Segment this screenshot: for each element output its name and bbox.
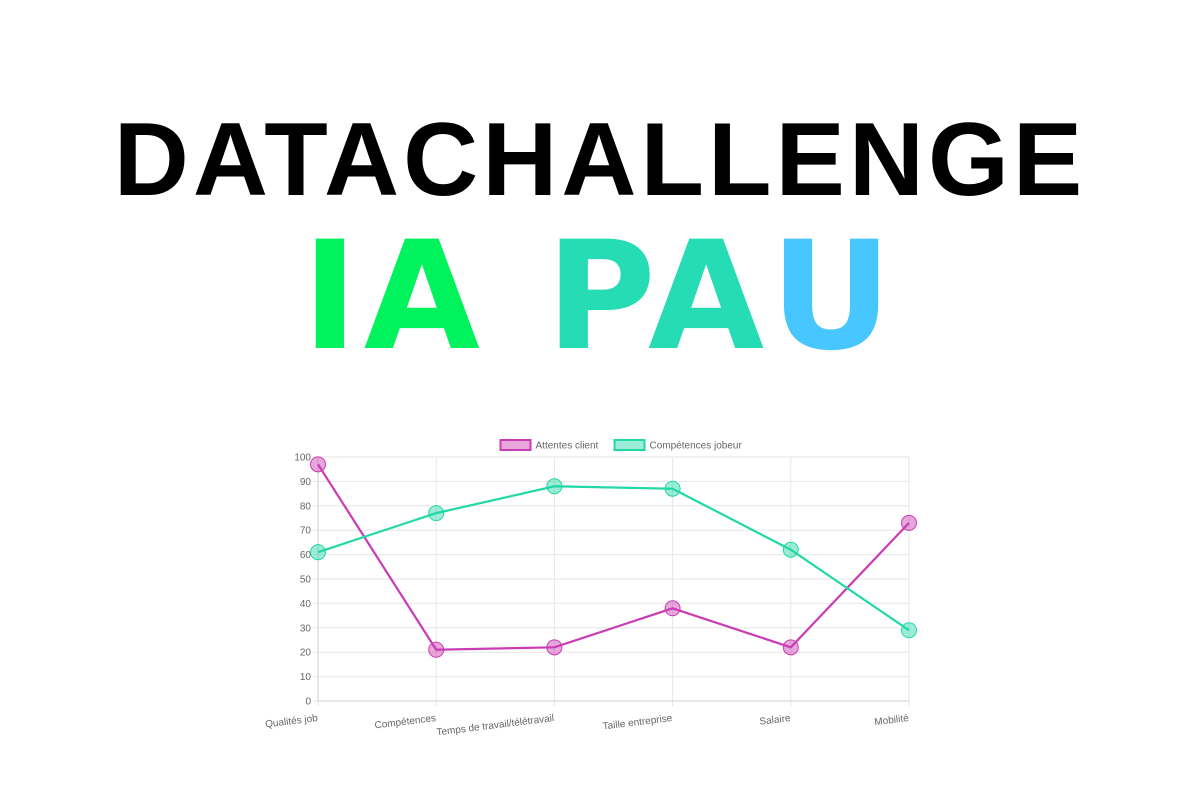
y-tick-label: 40: [300, 599, 312, 610]
data-point: [428, 505, 445, 522]
subtitle-part-ia: IA: [302, 210, 486, 384]
y-tick-label: 20: [300, 648, 312, 659]
data-point: [782, 639, 799, 656]
line-chart: Attentes client Compétences jobeur 0 10 20 3…: [265, 439, 917, 738]
data-point: [546, 639, 563, 656]
series-1: [310, 478, 917, 639]
data-point: [782, 541, 799, 558]
page-title: DATACHALLENGE: [113, 102, 1087, 218]
page-subtitle: IA PAU: [0, 222, 1200, 372]
y-tick-label: 70: [300, 526, 312, 537]
y-tick-label: 30: [300, 623, 312, 634]
x-tick-label: Compétences: [374, 713, 437, 731]
y-tick-label: 90: [300, 477, 312, 488]
legend-item: Compétences jobeur: [613, 439, 743, 452]
data-point: [310, 544, 326, 561]
x-tick-label: Qualités job: [265, 713, 319, 730]
y-axis-ticks: 0 10 20 30 40 50 60 70 80 90 100: [294, 453, 311, 708]
data-point: [310, 456, 326, 473]
y-tick-label: 0: [305, 697, 311, 708]
data-point: [664, 600, 681, 617]
legend-label: Attentes client: [536, 441, 599, 452]
x-tick-label: Temps de travail/télétravail: [436, 713, 555, 738]
x-tick-label: Taille entreprise: [602, 713, 673, 733]
y-tick-label: 10: [300, 672, 312, 683]
data-point: [901, 514, 917, 531]
y-tick-label: 60: [300, 550, 312, 561]
series-line: [317, 463, 910, 651]
series-line: [317, 485, 910, 632]
legend-label: Compétences jobeur: [650, 441, 743, 452]
subtitle-part-u: U: [770, 210, 898, 384]
chart-legend: Attentes client Compétences jobeur: [499, 439, 743, 452]
legend-swatch: [499, 439, 532, 451]
data-point: [664, 480, 681, 497]
data-point: [546, 478, 563, 495]
chart-grid: [313, 456, 910, 706]
legend-swatch: [613, 439, 646, 451]
data-point: [901, 622, 917, 639]
chart-series: [310, 456, 917, 658]
x-tick-label: Salaire: [759, 713, 792, 728]
y-tick-label: 50: [300, 575, 312, 586]
series-0: [310, 456, 917, 658]
x-tick-label: Mobilité: [874, 713, 910, 728]
subtitle-part-pa: PA: [545, 210, 771, 384]
legend-item: Attentes client: [499, 439, 599, 452]
y-tick-label: 80: [300, 501, 312, 512]
data-point: [428, 641, 445, 658]
y-tick-label: 100: [294, 453, 311, 464]
x-axis-ticks: Qualités job Compétences Temps de travail/…: [265, 713, 910, 738]
